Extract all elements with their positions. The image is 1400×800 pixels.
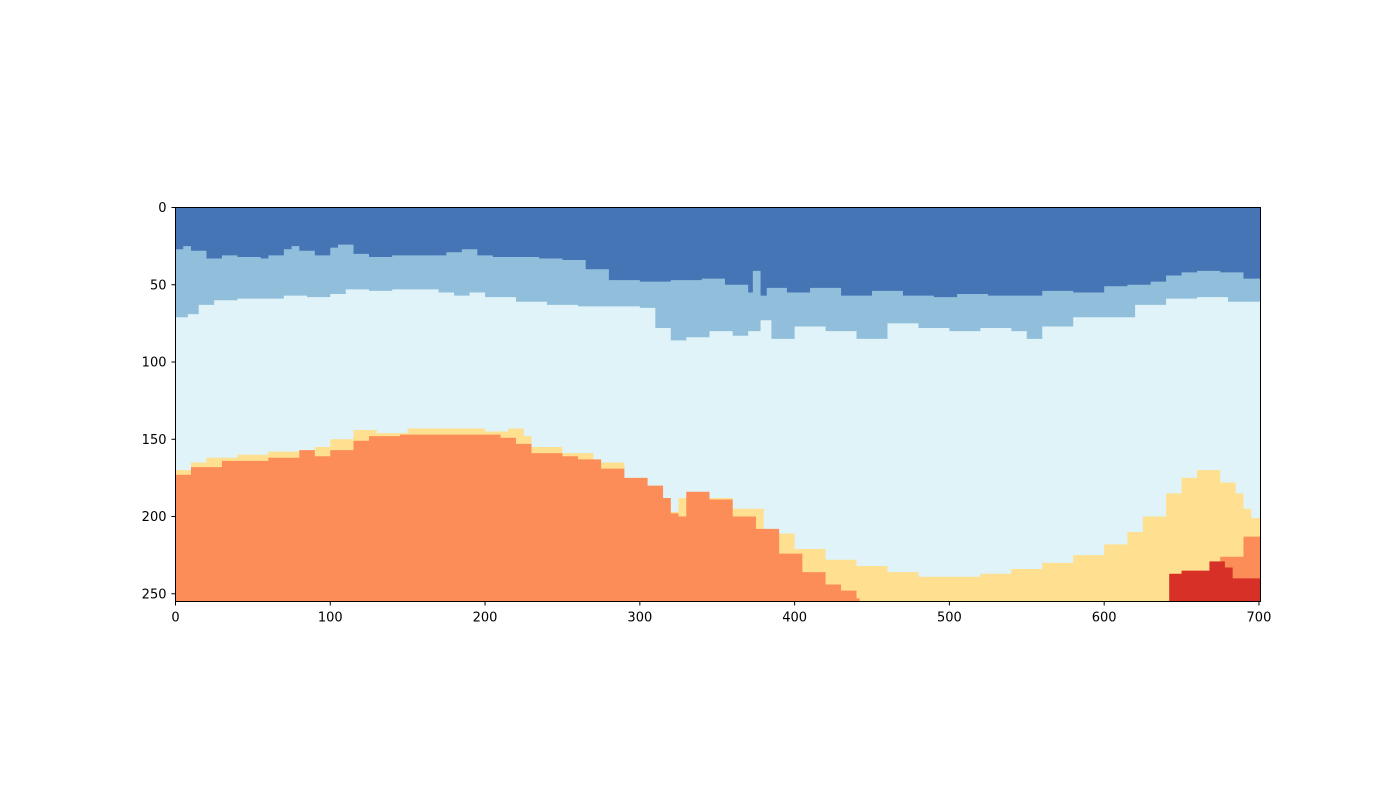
x-axis: 0 100 200 300 400 500 600 700 xyxy=(171,601,1272,626)
x-tick-label: 700 xyxy=(1247,611,1272,626)
y-tick-label: 250 xyxy=(142,587,167,602)
heatmap-image xyxy=(175,207,1261,602)
plot-frame xyxy=(175,207,1261,602)
x-tick-label: 600 xyxy=(1092,611,1117,626)
y-tick-label: 50 xyxy=(150,278,167,293)
x-tick-label: 200 xyxy=(473,611,498,626)
y-tick-label: 0 xyxy=(158,201,166,216)
y-tick-label: 150 xyxy=(142,433,167,448)
x-tick-label: 100 xyxy=(318,611,343,626)
y-tick-label: 200 xyxy=(142,510,167,525)
x-tick-label: 0 xyxy=(171,611,179,626)
x-tick-label: 400 xyxy=(782,611,807,626)
x-tick-label: 500 xyxy=(937,611,962,626)
x-tick-label: 300 xyxy=(627,611,652,626)
layer-4 xyxy=(175,434,1261,602)
layer-5 xyxy=(1166,561,1261,602)
y-axis: 0 50 100 150 200 250 xyxy=(142,201,176,602)
y-tick-label: 100 xyxy=(142,356,167,371)
